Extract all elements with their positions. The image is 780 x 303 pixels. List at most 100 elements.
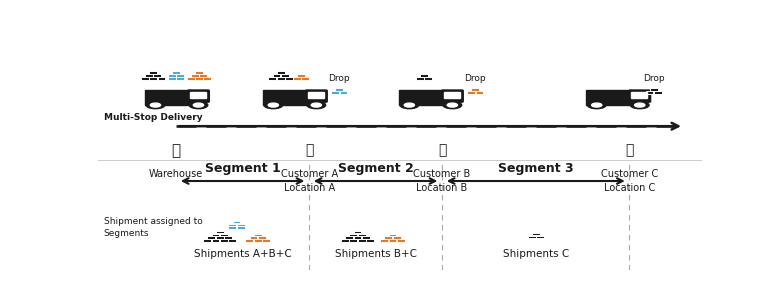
Bar: [168, 74, 176, 77]
Text: Warehouse: Warehouse: [149, 169, 204, 179]
Bar: [339, 91, 347, 94]
Bar: [388, 234, 396, 236]
Bar: [366, 239, 374, 242]
Bar: [176, 77, 184, 79]
Text: Drop: Drop: [465, 74, 486, 83]
Text: Shipments A+B+C: Shipments A+B+C: [193, 249, 292, 259]
Bar: [145, 74, 153, 77]
Bar: [380, 239, 388, 242]
Circle shape: [264, 102, 282, 109]
FancyBboxPatch shape: [586, 90, 632, 105]
Circle shape: [591, 103, 602, 107]
Bar: [172, 72, 180, 74]
Text: 🗺: 🗺: [305, 144, 314, 158]
Bar: [349, 239, 357, 242]
Circle shape: [193, 103, 204, 107]
Bar: [246, 239, 254, 242]
Bar: [281, 74, 289, 77]
Bar: [416, 77, 424, 79]
Circle shape: [307, 102, 325, 109]
Bar: [532, 233, 540, 235]
Circle shape: [404, 103, 414, 107]
Bar: [393, 236, 401, 239]
Bar: [358, 239, 366, 242]
Bar: [301, 77, 310, 79]
Circle shape: [447, 103, 457, 107]
FancyBboxPatch shape: [306, 90, 328, 102]
Circle shape: [151, 103, 161, 107]
Bar: [346, 236, 353, 239]
Bar: [272, 74, 281, 77]
Circle shape: [587, 102, 606, 109]
Bar: [176, 74, 184, 77]
Bar: [237, 224, 245, 226]
Bar: [149, 72, 157, 74]
Bar: [207, 236, 215, 239]
Text: Customer C
Location C: Customer C Location C: [601, 169, 658, 192]
Bar: [191, 74, 199, 77]
Bar: [220, 239, 228, 242]
Bar: [220, 234, 228, 236]
Bar: [353, 236, 361, 239]
Bar: [353, 231, 361, 233]
Text: Shipments C: Shipments C: [502, 249, 569, 259]
Bar: [195, 72, 203, 74]
Bar: [211, 234, 219, 236]
Text: Customer B
Location B: Customer B Location B: [413, 169, 470, 192]
Bar: [158, 77, 165, 79]
Circle shape: [146, 102, 165, 109]
Bar: [186, 77, 195, 79]
FancyBboxPatch shape: [629, 90, 651, 102]
Text: 🗺: 🗺: [626, 144, 633, 158]
Bar: [650, 88, 658, 91]
Circle shape: [630, 102, 649, 109]
FancyBboxPatch shape: [631, 92, 647, 98]
Bar: [229, 239, 236, 242]
Text: 🏭: 🏭: [172, 143, 181, 158]
Text: Shipments B+C: Shipments B+C: [335, 249, 417, 259]
Bar: [332, 91, 339, 94]
Text: 🗺: 🗺: [438, 144, 446, 158]
Bar: [654, 91, 661, 94]
Circle shape: [443, 102, 462, 109]
FancyBboxPatch shape: [263, 90, 308, 105]
Bar: [204, 77, 211, 79]
Bar: [397, 239, 405, 242]
Circle shape: [311, 103, 321, 107]
FancyBboxPatch shape: [399, 90, 445, 105]
Bar: [467, 91, 475, 94]
FancyBboxPatch shape: [187, 90, 209, 102]
Bar: [293, 77, 301, 79]
FancyBboxPatch shape: [144, 90, 190, 105]
Bar: [254, 234, 261, 236]
Bar: [224, 236, 232, 239]
Text: Drop: Drop: [328, 74, 350, 83]
Text: Multi-Stop Delivery: Multi-Stop Delivery: [104, 112, 202, 122]
FancyBboxPatch shape: [441, 90, 463, 102]
Bar: [250, 236, 257, 239]
Text: Drop: Drop: [643, 74, 665, 83]
Text: Customer A
Location A: Customer A Location A: [281, 169, 338, 192]
Bar: [229, 226, 236, 229]
Bar: [277, 72, 285, 74]
Bar: [362, 236, 370, 239]
Bar: [254, 239, 261, 242]
Bar: [200, 74, 207, 77]
Bar: [229, 224, 236, 226]
Bar: [471, 88, 479, 91]
Bar: [268, 77, 276, 79]
Bar: [149, 77, 157, 79]
FancyBboxPatch shape: [190, 92, 206, 98]
Bar: [476, 91, 484, 94]
Bar: [168, 77, 176, 79]
Bar: [536, 236, 544, 238]
Bar: [646, 91, 654, 94]
Bar: [211, 239, 219, 242]
Bar: [277, 77, 285, 79]
Bar: [141, 77, 149, 79]
Bar: [203, 239, 211, 242]
Text: Segment 2: Segment 2: [338, 162, 413, 175]
Bar: [358, 234, 366, 236]
Bar: [527, 236, 536, 238]
Bar: [297, 74, 305, 77]
